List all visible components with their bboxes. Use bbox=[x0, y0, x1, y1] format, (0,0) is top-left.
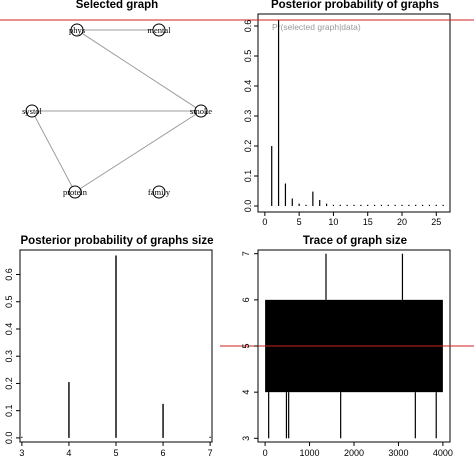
y-tick-label: 0.2 bbox=[4, 377, 14, 390]
plot-frame bbox=[257, 13, 451, 213]
x-tick-label: 20 bbox=[397, 217, 407, 227]
bar bbox=[339, 204, 341, 206]
bar bbox=[415, 204, 417, 206]
title-trace-size: Trace of graph size bbox=[303, 235, 407, 247]
bar bbox=[373, 204, 376, 206]
bar bbox=[394, 204, 396, 206]
bar bbox=[401, 204, 403, 206]
graph-node bbox=[25, 104, 39, 118]
x-tick-label: 1000 bbox=[300, 448, 320, 458]
y-tick-label: 5 bbox=[241, 343, 251, 348]
x-tick-label: 0 bbox=[262, 217, 267, 227]
bar bbox=[367, 204, 369, 206]
y-tick-label: 0.6 bbox=[4, 268, 14, 281]
graph-node bbox=[194, 104, 208, 118]
bar bbox=[442, 204, 444, 206]
x-tick-label: 6 bbox=[161, 448, 166, 458]
graph-node-label: systol bbox=[22, 106, 42, 116]
y-tick-label: 6 bbox=[241, 297, 251, 302]
y-tick-label: 3 bbox=[241, 436, 251, 441]
bar bbox=[435, 204, 437, 206]
x-tick-label: 4 bbox=[66, 448, 71, 458]
y-tick-label: 0.1 bbox=[4, 404, 14, 417]
graph-node-label: family bbox=[148, 187, 171, 197]
title-posterior-graphs: Posterior probability of graphs bbox=[271, 0, 439, 11]
y-tick-label: 0.3 bbox=[243, 110, 253, 123]
graph-node bbox=[68, 185, 82, 199]
x-tick-label: 3000 bbox=[388, 448, 408, 458]
graph-edge bbox=[34, 116, 73, 187]
y-tick-label: 0.4 bbox=[4, 323, 14, 336]
y-tick-label: 0.5 bbox=[4, 295, 14, 308]
y-tick-label: 7 bbox=[241, 251, 251, 256]
bar bbox=[21, 436, 23, 438]
bar bbox=[346, 204, 348, 206]
x-tick-label: 7 bbox=[208, 448, 213, 458]
network-graph: phys mental systol smoke protein family bbox=[22, 23, 212, 199]
bar bbox=[380, 204, 383, 206]
bar bbox=[387, 204, 389, 206]
bar bbox=[209, 436, 211, 438]
x-tick-label: 5 bbox=[297, 217, 302, 227]
selected-graph-annotation: Pr(selected graph|data) bbox=[272, 22, 361, 32]
title-selected-graph: Selected graph bbox=[76, 0, 158, 11]
graph-edge bbox=[79, 113, 197, 190]
x-tick-label: 15 bbox=[363, 217, 373, 227]
x-tick-label: 2000 bbox=[344, 448, 364, 458]
x-tick-label: 25 bbox=[431, 217, 441, 227]
graph-node bbox=[70, 23, 84, 37]
x-tick-label: 4000 bbox=[433, 448, 453, 458]
y-tick-label: 0.5 bbox=[243, 50, 253, 63]
graph-node bbox=[152, 23, 166, 37]
y-tick-label: 0.2 bbox=[243, 140, 253, 153]
graph-edge bbox=[81, 32, 197, 109]
bar bbox=[428, 204, 431, 206]
graph-node bbox=[152, 185, 166, 199]
graph-node-label: mental bbox=[147, 25, 171, 35]
bar bbox=[421, 204, 424, 206]
bar bbox=[305, 204, 307, 206]
trace-panel: 0 1000 2000 3000 4000 3 4 5 6 7 bbox=[220, 249, 474, 458]
graph-node-label: phys bbox=[69, 25, 85, 35]
bar bbox=[408, 204, 410, 206]
bar bbox=[353, 204, 355, 206]
x-tick-label: 3 bbox=[19, 448, 24, 458]
y-tick-label: 0.0 bbox=[243, 200, 253, 213]
bar bbox=[360, 204, 362, 206]
y-tick-label: 0.1 bbox=[243, 170, 253, 183]
title-posterior-size: Posterior probability of graphs size bbox=[21, 235, 214, 247]
x-tick-label: 5 bbox=[113, 448, 118, 458]
posterior-graphs-panel: Pr(selected graph|data) 0 5 10 15 20 25 0.0 0.1… bbox=[0, 13, 474, 227]
x-tick-label: 0 bbox=[263, 448, 268, 458]
graph-node-label: protein bbox=[63, 187, 88, 197]
y-tick-label: 0.0 bbox=[4, 432, 14, 445]
posterior-size-panel: 3 4 5 6 7 0.0 0.1 0.2 0.3 0.4 0.5 0.6 bbox=[4, 249, 213, 458]
graph-node-label: smoke bbox=[190, 106, 212, 116]
y-tick-label: 4 bbox=[241, 390, 251, 395]
y-tick-label: 0.4 bbox=[243, 80, 253, 93]
y-tick-label: 0.6 bbox=[243, 20, 253, 33]
x-tick-label: 10 bbox=[328, 217, 338, 227]
y-tick-label: 0.3 bbox=[4, 350, 14, 363]
